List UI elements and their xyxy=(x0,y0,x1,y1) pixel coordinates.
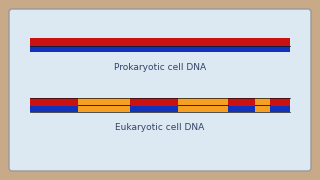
Bar xyxy=(78,98,130,112)
Text: Eukaryotic cell DNA: Eukaryotic cell DNA xyxy=(116,123,204,132)
Bar xyxy=(178,98,228,112)
Bar xyxy=(255,98,270,112)
Bar xyxy=(228,106,255,112)
Bar xyxy=(270,106,290,112)
Text: Prokaryotic cell DNA: Prokaryotic cell DNA xyxy=(114,64,206,73)
Bar xyxy=(30,98,78,106)
Bar xyxy=(30,106,78,112)
Bar xyxy=(130,98,178,106)
Bar xyxy=(228,98,255,106)
Bar xyxy=(30,38,290,46)
Bar xyxy=(30,46,290,52)
FancyBboxPatch shape xyxy=(9,9,311,171)
Bar xyxy=(270,98,290,106)
Bar xyxy=(130,106,178,112)
